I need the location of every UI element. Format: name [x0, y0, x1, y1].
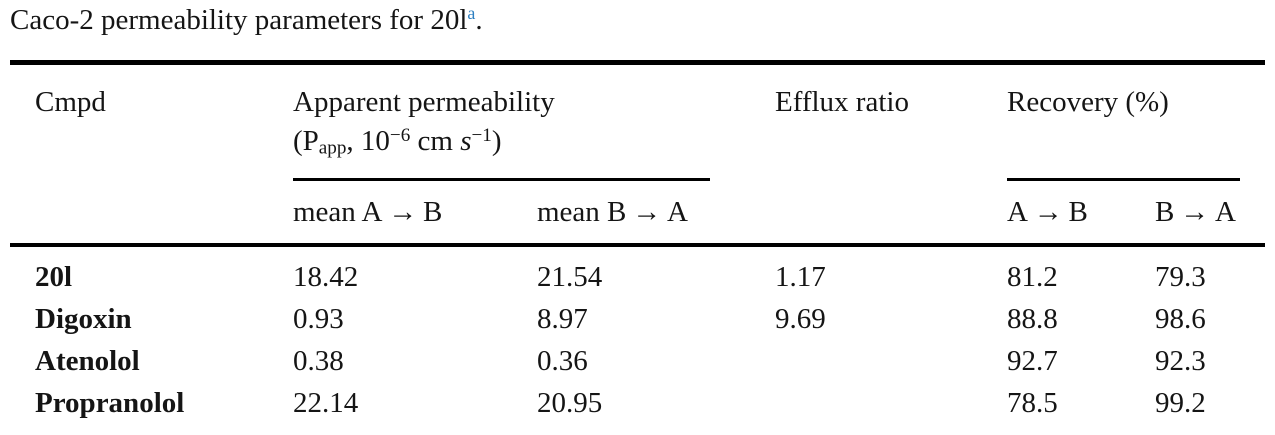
table-row: 20l 18.42 21.54 1.17 81.2 79.3 [10, 245, 1265, 298]
cell-cmpd: Atenolol [35, 344, 140, 377]
cell-cmpd: 20l [35, 260, 73, 293]
cell-recovery-b-to-a: 98.6 [1155, 302, 1206, 335]
cell-efflux-ratio [775, 382, 1007, 435]
col-header-recovery: Recovery (%) [1007, 63, 1265, 181]
cell-mean-a-to-b: 0.93 [293, 302, 344, 335]
table-row: Digoxin 0.93 8.97 9.69 88.8 98.6 [10, 298, 1265, 340]
table-row: Propranolol 22.14 20.95 78.5 99.2 [10, 382, 1265, 435]
col-header-cmpd: Cmpd [35, 86, 106, 118]
caption-period: . [475, 4, 483, 36]
apparent-permeability-units: (Papp, 10−6 cm s−1) [293, 125, 502, 159]
cell-mean-a-to-b: 22.14 [293, 386, 359, 419]
cell-efflux-ratio [775, 340, 1007, 382]
cell-recovery-a-to-b: 88.8 [1007, 302, 1058, 335]
caption-text: Caco-2 permeability parameters for 20l [10, 4, 468, 36]
apparent-permeability-line1: Apparent permeability [293, 86, 555, 118]
cell-mean-b-to-a: 8.97 [537, 302, 588, 335]
cell-recovery-b-to-a: 99.2 [1155, 386, 1206, 419]
subcol-header-mean-a-to-b: mean A → B [293, 195, 443, 228]
cell-recovery-a-to-b: 92.7 [1007, 344, 1058, 377]
subcol-header-recovery-b-to-a: B → A [1155, 195, 1236, 228]
table-caption: Caco-2 permeability parameters for 20la. [10, 2, 483, 38]
cell-mean-b-to-a: 0.36 [537, 344, 588, 377]
cell-recovery-a-to-b: 78.5 [1007, 386, 1058, 419]
header-group-row: Cmpd Apparent permeability (Papp, 10−6 c… [10, 63, 1265, 181]
subcol-header-mean-b-to-a: mean B → A [537, 195, 688, 228]
cell-cmpd: Digoxin [35, 302, 132, 335]
recovery-group-rule [1007, 177, 1240, 181]
cell-recovery-b-to-a: 79.3 [1155, 260, 1206, 293]
cell-mean-a-to-b: 0.38 [293, 344, 344, 377]
cell-recovery-b-to-a: 92.3 [1155, 344, 1206, 377]
col-header-efflux-ratio: Efflux ratio [775, 86, 909, 118]
recovery-label: Recovery (%) [1007, 86, 1169, 118]
cell-mean-b-to-a: 20.95 [537, 386, 603, 419]
cell-cmpd: Propranolol [35, 386, 185, 419]
cell-recovery-a-to-b: 81.2 [1007, 260, 1058, 293]
subcol-header-recovery-a-to-b: A → B [1007, 195, 1088, 228]
col-header-apparent-permeability: Apparent permeability (Papp, 10−6 cm s−1… [293, 63, 775, 181]
table-row: Atenolol 0.38 0.36 92.7 92.3 [10, 340, 1265, 382]
cell-efflux-ratio: 1.17 [775, 260, 826, 293]
footnote-marker-a: a [467, 3, 476, 24]
cell-mean-b-to-a: 21.54 [537, 260, 603, 293]
apparent-group-rule [293, 177, 710, 181]
cell-mean-a-to-b: 18.42 [293, 260, 359, 293]
cell-efflux-ratio: 9.69 [775, 302, 826, 335]
caco2-permeability-table: Cmpd Apparent permeability (Papp, 10−6 c… [10, 60, 1265, 435]
header-sub-row: mean A → B mean B → A A → B B → A [10, 181, 1265, 245]
